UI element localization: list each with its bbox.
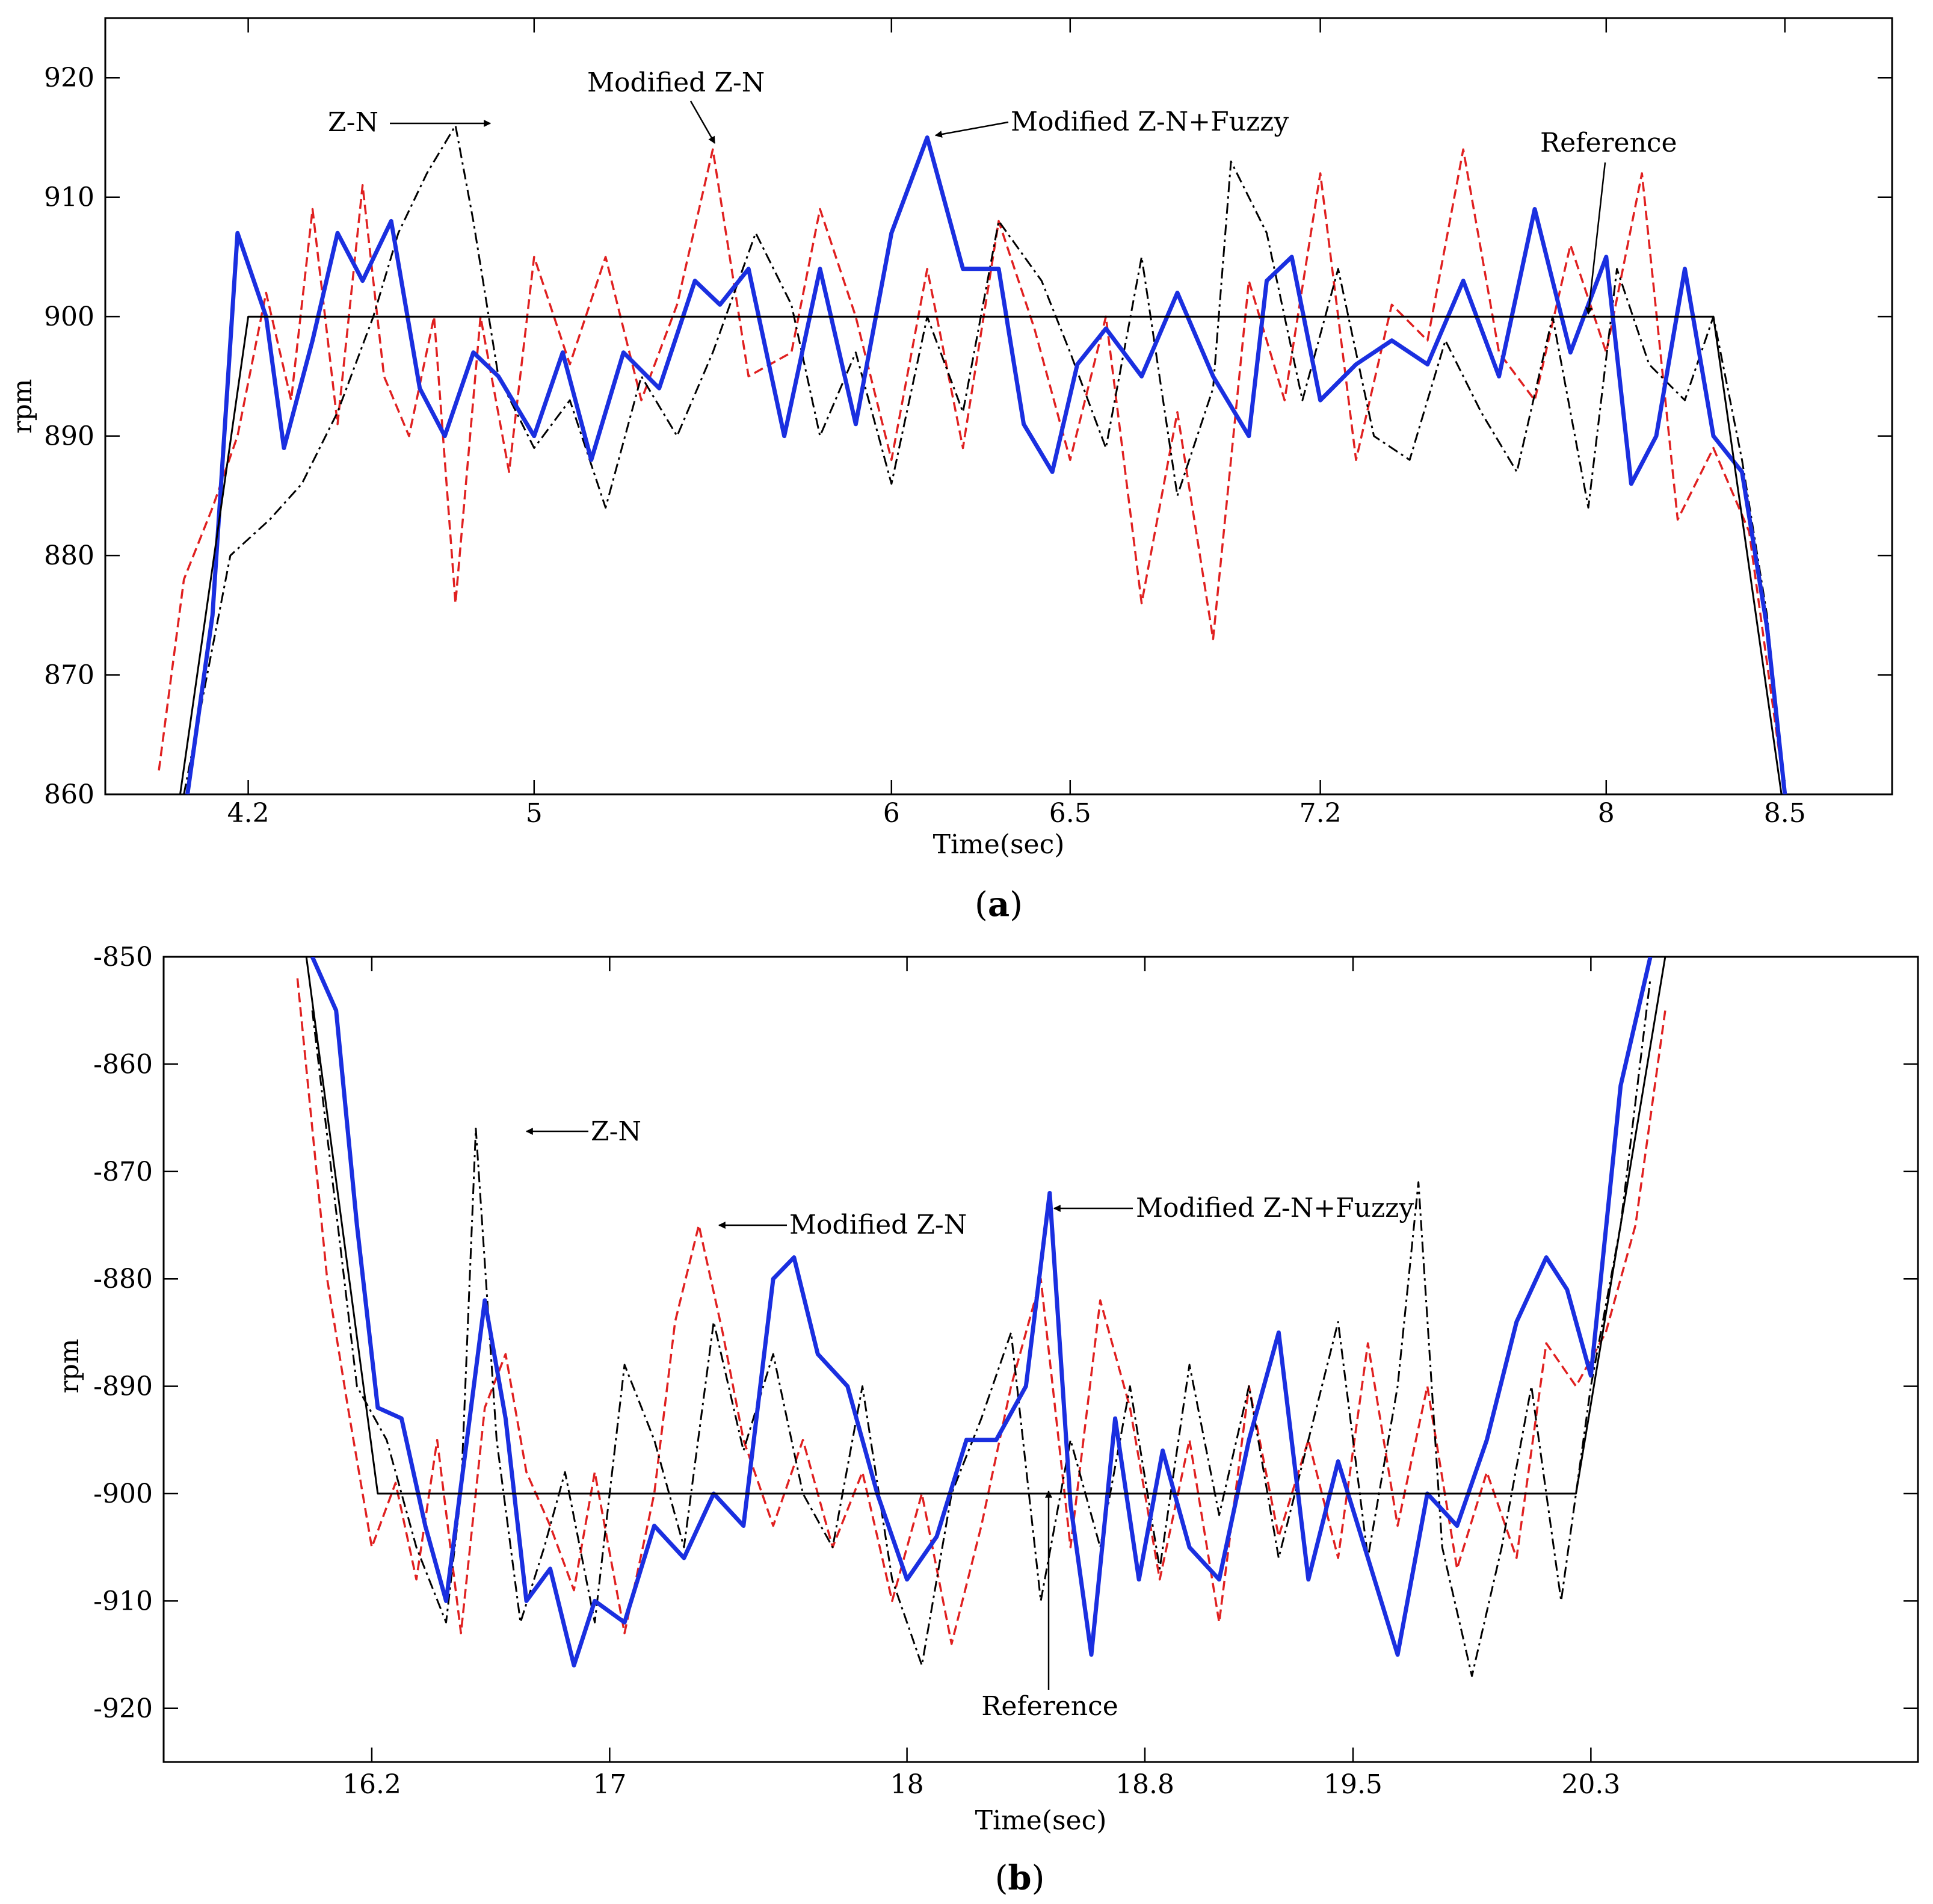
y-tick-label: 880: [44, 540, 94, 571]
x-axis-ticks: 16.2 17 18 18.8 19.5 20.3: [342, 957, 1620, 1800]
x-axis-label: Time(sec): [975, 1805, 1107, 1836]
annotation-label: Modified Z-N+Fuzzy: [1011, 107, 1289, 137]
x-axis-label: Time(sec): [933, 829, 1065, 860]
panel-caption: (a): [975, 885, 1023, 924]
y-tick-label: 870: [44, 660, 94, 691]
annotation-label: Reference: [1540, 128, 1677, 158]
y-axis-ticks: 860 870 880 890 900 910 920: [44, 63, 1892, 810]
x-tick-label: 7.2: [1299, 798, 1342, 829]
annotation-label: Reference: [981, 1691, 1118, 1722]
x-tick-label: 4.2: [227, 798, 270, 829]
annotation-label: Z-N: [328, 107, 378, 138]
annotation-label: Modified Z-N+Fuzzy: [1136, 1193, 1414, 1223]
y-tick-label: 900: [44, 301, 94, 332]
x-tick-label: 8: [1598, 798, 1615, 829]
y-axis-ticks: -920 -910 -900 -890 -880 -870 -860 -850: [93, 942, 1918, 1724]
y-tick-label: -850: [93, 942, 153, 972]
x-tick-label: 16.2: [342, 1769, 401, 1800]
y-tick-label: -890: [93, 1371, 153, 1402]
series-line-modified-z-n-fuzzy: [185, 135, 1787, 794]
annotation-reference: Reference: [1540, 128, 1677, 315]
annotation-modified-zn-fuzzy: Modified Z-N+Fuzzy: [934, 107, 1289, 138]
chart-panel-b: -920-910-900-890-880-870-860-850 16.2 17 1…: [54, 942, 1919, 1898]
chart-panel-a: 860 870 880 890 900 910 920 4.2 5 6 6.5 7.2 8 8.5 Ti…: [7, 17, 1893, 924]
series-line-modified-z-n: [296, 978, 1666, 1645]
y-tick-label: 890: [44, 421, 94, 452]
y-tick-label: -870: [93, 1157, 153, 1187]
plot-frame: [104, 17, 1893, 796]
series-line-z-n: [311, 978, 1651, 1677]
annotation-reference: Reference: [981, 1490, 1118, 1722]
y-tick-label: 860: [44, 779, 94, 810]
annotation-modified-zn-fuzzy: Modified Z-N+Fuzzy: [1053, 1193, 1414, 1223]
y-tick-label: -910: [93, 1586, 153, 1616]
series-group: [158, 125, 1787, 794]
annotation-label: Modified Z-N: [587, 67, 765, 98]
annotation-zn: Z-N: [328, 107, 492, 138]
y-tick-label: -900: [93, 1479, 153, 1509]
x-tick-label: 20.3: [1561, 1769, 1620, 1800]
annotation-modified-zn: Modified Z-N: [587, 67, 765, 144]
x-tick-label: 6: [883, 798, 900, 829]
x-axis-ticks: 4.2 5 6 6.5 7.2 8 8.5: [227, 18, 1806, 829]
annotation-arrow: [689, 100, 716, 144]
y-tick-label: 910: [44, 182, 94, 213]
y-tick-label: -860: [93, 1049, 153, 1080]
annotation-modified-zn: Modified Z-N: [718, 1210, 967, 1240]
series-line-modified-z-n: [158, 148, 1786, 794]
annotation-arrow: [934, 121, 1009, 138]
series-line-z-n: [183, 125, 1786, 794]
plot-frame: [162, 956, 1919, 1763]
annotation-arrow: [1585, 162, 1606, 315]
panel-caption: (b): [995, 1858, 1045, 1898]
y-tick-label: -880: [93, 1264, 153, 1294]
annotation-label: Z-N: [591, 1116, 641, 1147]
x-tick-label: 18: [890, 1769, 924, 1800]
x-tick-label: 18.8: [1115, 1769, 1174, 1800]
annotation-zn: Z-N: [525, 1116, 641, 1147]
y-axis-label: rpm: [7, 379, 38, 434]
x-tick-label: 6.5: [1049, 798, 1091, 829]
y-tick-label: 920: [44, 63, 94, 93]
x-tick-label: 8.5: [1764, 798, 1806, 829]
x-tick-label: 5: [526, 798, 543, 829]
x-tick-label: 19.5: [1324, 1769, 1383, 1800]
annotation-label: Modified Z-N: [789, 1210, 967, 1240]
series-group: [296, 957, 1666, 1677]
y-axis-label: rpm: [54, 1339, 85, 1394]
series-line-reference: [179, 315, 1783, 794]
series-line-modified-z-n-fuzzy: [310, 957, 1653, 1668]
series-line-reference: [305, 957, 1666, 1495]
y-tick-label: -920: [93, 1693, 153, 1724]
x-tick-label: 17: [593, 1769, 626, 1800]
